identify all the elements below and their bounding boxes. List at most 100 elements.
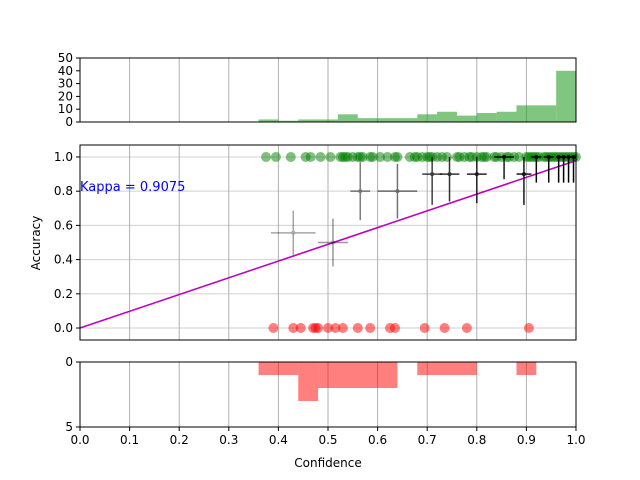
correct-marker (513, 151, 524, 162)
incorrect-marker (352, 323, 363, 334)
x-axis-label: Confidence (294, 456, 361, 470)
top-histogram-bar (357, 118, 418, 122)
incorrect-marker (419, 323, 430, 334)
top-histogram-bar (556, 70, 576, 122)
top-y-tick-label: 20 (58, 89, 73, 103)
correct-marker (305, 151, 316, 162)
top-y-tick-label: 10 (58, 102, 73, 116)
binned-accuracy-points (270, 154, 576, 267)
top-grid (129, 58, 527, 122)
bottom-x-tick-label: 0.2 (170, 433, 189, 447)
binned-point-marker (447, 172, 452, 177)
binned-point-marker (474, 172, 479, 177)
bottom-y-ticks: 05 (65, 355, 80, 434)
incorrect-marker (439, 323, 450, 334)
main-reliability-panel: 0.0 0.2 0.4 0.6 0.8 1.0 Kappa = 0.9075 Accura… (29, 144, 581, 341)
binned-point (350, 162, 371, 221)
bottom-histogram-bar (298, 362, 319, 401)
incorrect-marker (323, 323, 333, 334)
binned-point (571, 154, 576, 183)
top-histogram-bar (476, 113, 497, 122)
top-y-tick-label: 50 (58, 51, 73, 65)
binned-point (270, 210, 316, 256)
binned-point (516, 156, 532, 205)
incorrect-marker (365, 323, 376, 334)
main-y-tick-label: 1.0 (54, 150, 73, 164)
top-histogram-bars (258, 70, 576, 122)
top-y-tick-label: 0 (65, 115, 73, 129)
binned-point-marker (556, 154, 561, 159)
main-y-tick-label: 0.6 (54, 218, 73, 232)
binned-point (466, 156, 487, 204)
bottom-x-tick-label: 0.7 (418, 433, 437, 447)
correct-marker (392, 151, 403, 162)
bottom-x-ticks: 0.0 0.1 0.2 0.3 0.4 0.5 0.6 0.7 0.8 0.9 1.0 (70, 427, 586, 447)
correct-marker (442, 151, 453, 162)
correct-marker (375, 151, 386, 162)
correct-marker (481, 151, 492, 162)
bottom-histogram-bar (417, 362, 477, 375)
top-histogram-bar (258, 119, 279, 122)
bottom-histogram-bars (258, 362, 537, 401)
binned-point-marker (521, 172, 526, 177)
top-histogram-bar (437, 111, 457, 122)
top-histogram-bar (456, 115, 477, 122)
binned-point-marker (358, 189, 363, 194)
top-histogram-bar (516, 105, 557, 122)
incorrect-marker (288, 323, 299, 334)
top-y-tick-label: 30 (58, 77, 73, 91)
bottom-y-tick-label: 0 (65, 355, 73, 369)
bottom-x-tick-label: 0.6 (368, 433, 387, 447)
binned-point (531, 154, 542, 183)
bottom-y-tick-label: 5 (65, 420, 73, 434)
incorrect-marker (295, 323, 306, 334)
main-markers (261, 151, 581, 334)
kappa-annotation: Kappa = 0.9075 (80, 180, 185, 195)
binned-point-marker (330, 240, 335, 245)
binned-point-marker (291, 230, 296, 235)
binned-point (494, 154, 514, 180)
binned-point-marker (502, 154, 507, 159)
binned-point (561, 154, 567, 183)
bottom-histogram-bar (516, 362, 537, 375)
incorrect-marker (330, 323, 341, 334)
fit-line (79, 159, 577, 329)
incorrect-marker (389, 323, 400, 334)
binned-point-marker (395, 189, 400, 194)
bottom-x-tick-label: 0.1 (120, 433, 139, 447)
top-histogram-bar (337, 114, 358, 122)
bottom-x-tick-label: 0.5 (318, 433, 337, 447)
binned-point-marker (566, 154, 571, 159)
binned-point (556, 154, 562, 183)
incorrect-marker (337, 323, 348, 334)
binned-point (377, 163, 418, 219)
bottom-x-tick-label: 0.4 (269, 433, 288, 447)
main-y-tick-label: 0.8 (54, 184, 73, 198)
correct-marker (367, 151, 378, 162)
binned-point (543, 154, 554, 183)
main-y-tick-label: 0.0 (54, 321, 73, 335)
incorrect-marker (461, 323, 472, 334)
main-y-ticks: 0.0 0.2 0.4 0.6 0.8 1.0 (54, 150, 80, 335)
binned-point (439, 156, 460, 202)
top-histogram-bar (417, 114, 438, 122)
bottom-x-tick-label: 0.0 (70, 433, 89, 447)
binned-point-marker (561, 154, 566, 159)
correct-marker (325, 151, 336, 162)
bottom-histogram-bar (318, 362, 398, 388)
binned-point (422, 156, 443, 205)
binned-point (566, 154, 572, 183)
bottom-histogram-bar (258, 362, 299, 375)
bottom-x-tick-label: 1.0 (566, 433, 585, 447)
correct-marker (285, 151, 296, 162)
top-histogram-bar (496, 111, 517, 122)
top-y-tick-label: 40 (58, 64, 73, 78)
incorrect-marker (268, 323, 279, 334)
incorrect-marker (523, 323, 534, 334)
correct-marker (357, 151, 368, 162)
correct-marker (315, 151, 326, 162)
bottom-histogram-panel: 05 0.0 0.1 0.2 0.3 0.4 0.5 0.6 0.7 0.8 0.9 1.0 Con… (65, 355, 585, 470)
binned-point-marker (430, 172, 435, 177)
main-y-tick-label: 0.2 (54, 287, 73, 301)
